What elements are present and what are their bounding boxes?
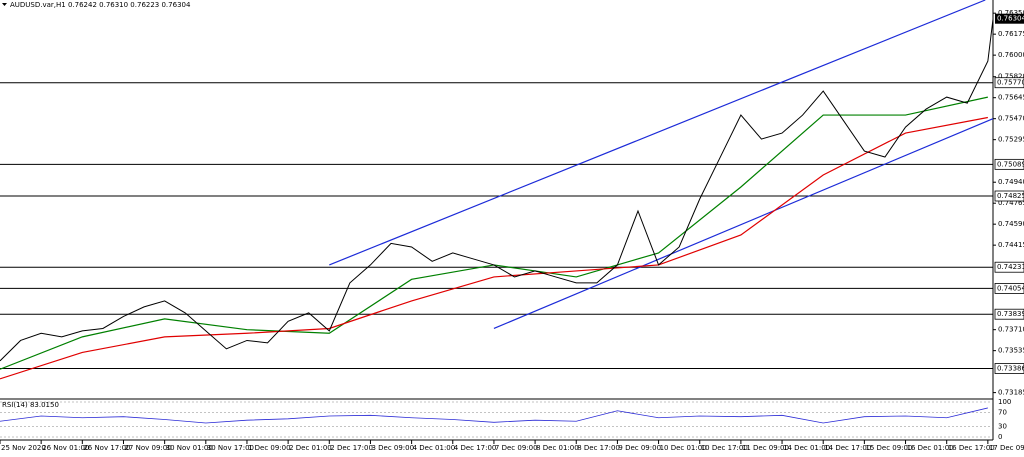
x-tick-label: 17 Dec 09:00 (989, 444, 1024, 452)
menu-arrow (2, 3, 7, 6)
rsi-label: RSI(14) 83.0150 (2, 401, 59, 409)
x-tick-label: 30 Nov 01:00 (166, 444, 213, 452)
y-tick-label: 0.74765 (998, 199, 1024, 207)
x-tick-label: 30 Nov 17:00 (207, 444, 254, 452)
x-tick-label: 10 Dec 01:00 (660, 444, 707, 452)
x-tick-label: 7 Dec 09:00 (495, 444, 538, 452)
x-tick-label: 8 Dec 01:00 (536, 444, 579, 452)
level-label: 0.74825 (997, 192, 1024, 200)
x-tick-label: 3 Dec 09:00 (371, 444, 414, 452)
level-label: 0.75089 (997, 160, 1024, 168)
x-tick-label: 26 Nov 01:00 (42, 444, 89, 452)
x-tick-label: 26 Nov 17:00 (83, 444, 130, 452)
current-price-box (995, 13, 1024, 24)
rsi-tick-label: 30 (998, 423, 1007, 431)
y-tick-label: 0.76175 (998, 30, 1024, 38)
level-label-box (994, 77, 1024, 89)
x-tick-label: 11 Dec 09:00 (742, 444, 789, 452)
y-tick-label: 0.74415 (998, 241, 1024, 249)
x-tick-label: 27 Nov 09:00 (124, 444, 171, 452)
level-label: 0.73839 (997, 310, 1024, 318)
rsi-line (0, 407, 988, 424)
x-tick-label: 2 Dec 01:00 (289, 444, 332, 452)
y-tick-label: 0.73535 (998, 347, 1024, 355)
x-tick-label: 10 Dec 17:00 (701, 444, 748, 452)
x-tick-label: 25 Nov 2020 (1, 444, 46, 452)
level-label: 0.74231 (997, 263, 1024, 271)
level-label-box (994, 308, 1024, 320)
y-tick-label: 0.75645 (998, 94, 1024, 102)
chart-title: AUDUSD.var,H1 0.76242 0.76310 0.76223 0.… (10, 1, 191, 9)
level-label-box (994, 363, 1024, 374)
x-tick-label: 16 Dec 17:00 (948, 444, 995, 452)
x-tick-label: 2 Dec 17:00 (330, 444, 373, 452)
moving-average (0, 116, 988, 380)
level-label-box (994, 190, 1024, 202)
level-label-box (994, 158, 1024, 170)
y-tick-label: 0.75295 (998, 136, 1024, 144)
level-label: 0.73386 (997, 365, 1024, 373)
level-label: 0.74054 (997, 284, 1024, 292)
current-price-label: 0.76304 (997, 15, 1024, 23)
y-tick-label: 0.73185 (998, 389, 1024, 397)
x-tick-label: 16 Dec 01:00 (907, 444, 954, 452)
level-label-box (994, 261, 1024, 273)
x-tick-label: 14 Dec 17:00 (824, 444, 871, 452)
x-tick-label: 4 Dec 17:00 (454, 444, 497, 452)
rsi-tick-label: 70 (998, 409, 1007, 417)
x-tick-label: 8 Dec 17:00 (577, 444, 620, 452)
x-tick-label: 1 Dec 09:00 (248, 444, 291, 452)
x-tick-label: 15 Dec 09:00 (865, 444, 912, 452)
level-label: 0.75770 (997, 79, 1024, 87)
x-tick-label: 14 Dec 01:00 (783, 444, 830, 452)
price-line (0, 19, 994, 362)
x-tick-label: 9 Dec 09:00 (618, 444, 661, 452)
x-tick-label: 4 Dec 01:00 (413, 444, 456, 452)
rsi-tick-label: 0 (998, 433, 1002, 441)
level-label-box (994, 283, 1024, 294)
channel-line (329, 0, 986, 266)
channel-line (493, 118, 994, 330)
rsi-tick-label: 100 (998, 398, 1011, 406)
